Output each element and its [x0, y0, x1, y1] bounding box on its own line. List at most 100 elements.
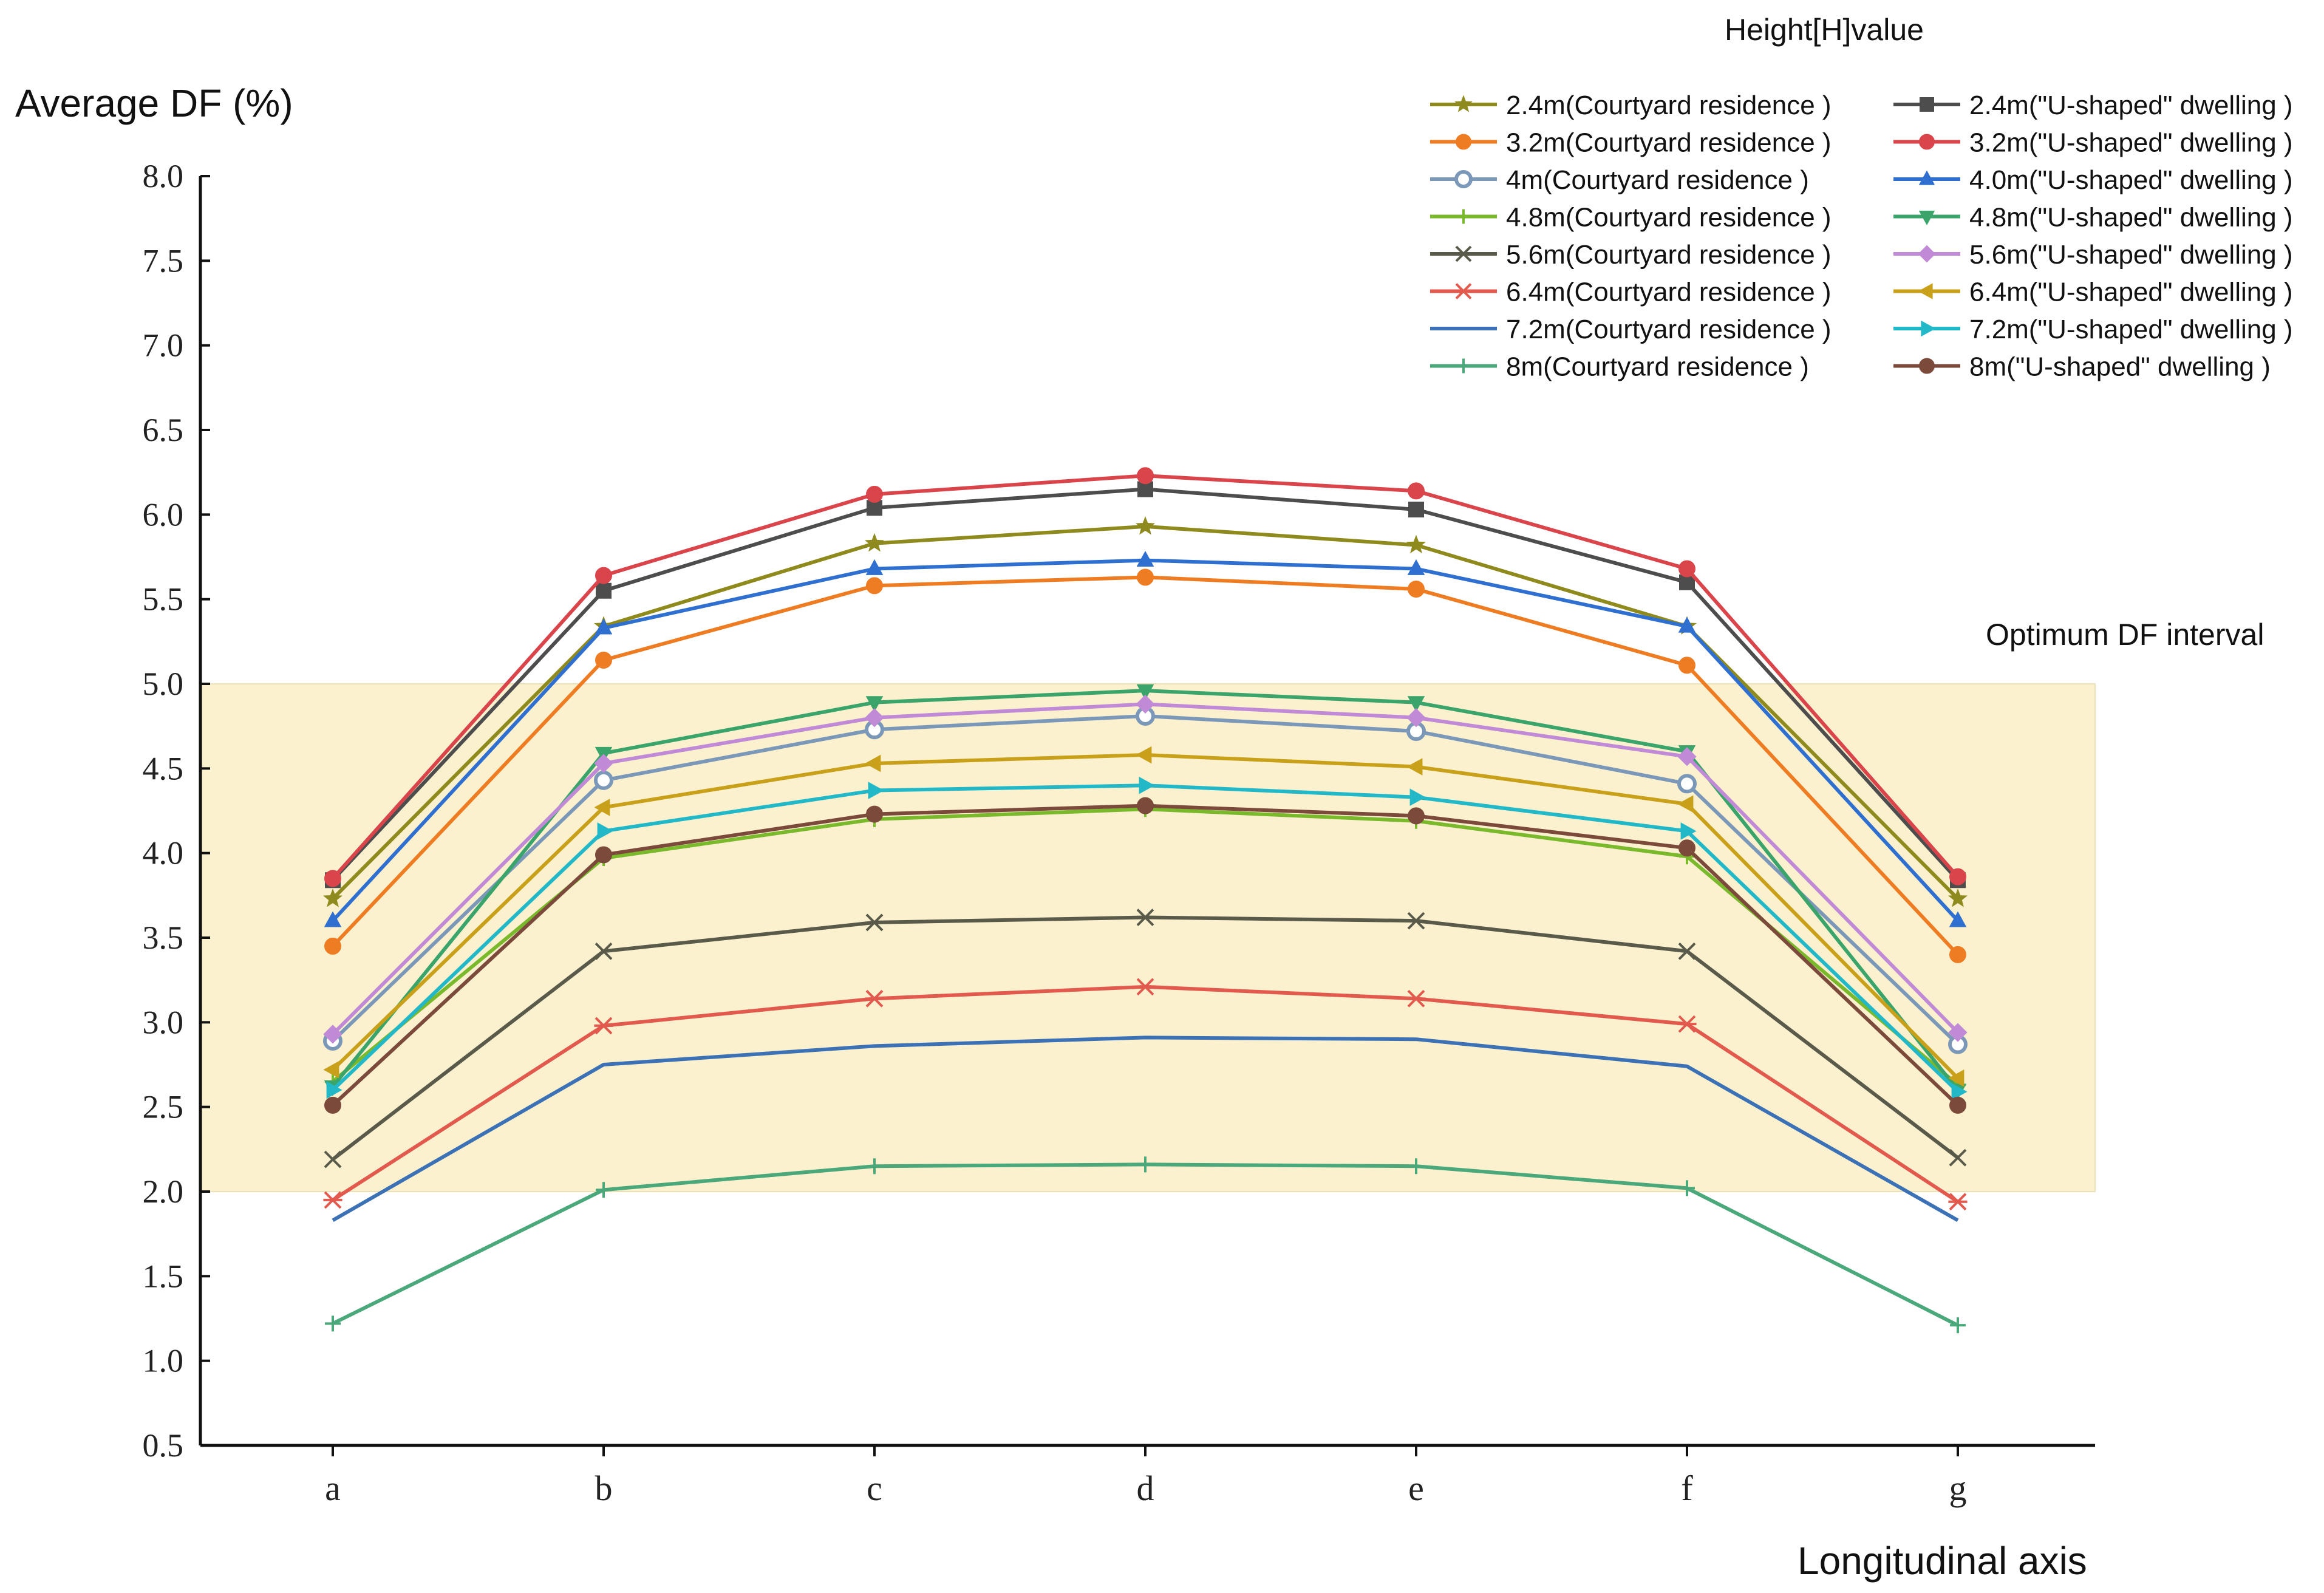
data-point-marker: [1456, 134, 1471, 150]
data-point-marker: [323, 1061, 339, 1079]
data-point-marker: [865, 989, 884, 1008]
legend-label: 4.8m(Courtyard residence ): [1506, 203, 1832, 233]
data-point-marker: [1678, 657, 1695, 674]
legend-label: 6.4m(Courtyard residence ): [1506, 278, 1832, 307]
data-point-marker: [1456, 209, 1471, 224]
data-point-marker: [596, 1182, 612, 1198]
data-point-marker: [1408, 807, 1425, 825]
y-axis-ticks: 0.5 1.0 1.5 2.0 2.5 3.0 3.5 4.0 4.5 5.0 5.5 6.0 6.5 7…: [143, 158, 210, 1464]
legend-label: 2.4m(Courtyard residence ): [1506, 90, 1832, 120]
data-point-marker: [1455, 245, 1472, 262]
data-point-marker: [1918, 245, 1936, 263]
legend-label: 4m(Courtyard residence ): [1506, 165, 1809, 195]
data-point-marker: [1948, 1069, 1964, 1087]
data-point-marker: [324, 911, 342, 927]
data-point-marker: [326, 1081, 342, 1099]
legend: 2.4m(Courtyard residence ) 3.2m(Courtyard…: [1430, 90, 2293, 382]
data-point-marker: [1950, 1317, 1966, 1334]
data-point-marker: [323, 1025, 342, 1044]
legend-label: 3.2m(Courtyard residence ): [1506, 128, 1832, 158]
data-point-marker: [1406, 989, 1426, 1008]
data-point-marker: [866, 485, 883, 503]
legend-label: 5.6m(Courtyard residence ): [1506, 240, 1832, 270]
legend-item: 4.8m(Courtyard residence ): [1430, 203, 1832, 233]
legend-label: 7.2m(Courtyard residence ): [1506, 315, 1832, 344]
y-tick-label: 1.5: [143, 1258, 184, 1294]
legend-item: 7.2m(Courtyard residence ): [1430, 315, 1832, 344]
y-tick-label: 5.0: [143, 666, 184, 702]
legend-item: 7.2m("U-shaped" dwelling ): [1893, 315, 2293, 344]
y-tick-label: 6.0: [143, 496, 184, 533]
y-tick-label: 4.5: [143, 750, 184, 786]
data-point-marker: [867, 1158, 882, 1175]
series-2: [324, 568, 1966, 963]
data-point-marker: [1137, 568, 1154, 586]
x-tick-label: g: [1949, 1468, 1967, 1508]
data-point-marker: [595, 618, 613, 635]
data-point-marker: [1948, 1193, 1968, 1211]
legend-label: 6.4m("U-shaped" dwelling ): [1969, 278, 2293, 307]
legend-label: 8m(Courtyard residence ): [1506, 352, 1809, 382]
data-point-marker: [868, 782, 884, 799]
data-point-marker: [1135, 516, 1156, 535]
data-point-marker: [1407, 912, 1425, 930]
data-point-marker: [864, 533, 885, 552]
x-tick-label: d: [1137, 1468, 1154, 1508]
y-tick-label: 7.5: [143, 242, 184, 279]
data-point-marker: [1677, 774, 1697, 794]
x-tick-label: f: [1681, 1468, 1693, 1508]
data-point-marker: [324, 1150, 342, 1168]
data-point-marker: [1921, 320, 1936, 337]
data-point-marker: [1407, 696, 1425, 712]
data-point-marker: [596, 582, 612, 599]
legend-item: 5.6m(Courtyard residence ): [1430, 240, 1832, 270]
data-point-marker: [594, 799, 610, 816]
legend-label: 8m("U-shaped" dwelling ): [1969, 352, 2271, 382]
series-13: [323, 694, 1968, 1044]
data-point-marker: [1136, 694, 1155, 714]
y-tick-label: 2.0: [143, 1173, 184, 1210]
series-5: [324, 909, 1967, 1168]
data-point-marker: [1454, 95, 1473, 112]
data-point-marker: [595, 567, 612, 584]
data-point-marker: [1678, 616, 1696, 633]
series-6: [323, 978, 1968, 1211]
y-tick-label: 7.0: [143, 327, 184, 364]
y-tick-label: 8.0: [143, 158, 184, 194]
data-point-marker: [1919, 358, 1935, 374]
data-point-marker: [1136, 746, 1152, 764]
data-point-marker: [324, 937, 341, 955]
data-point-marker: [1137, 1156, 1153, 1173]
data-point-marker: [866, 805, 883, 823]
data-point-marker: [1951, 1083, 1968, 1100]
legend-label: 5.6m("U-shaped" dwelling ): [1969, 240, 2293, 270]
data-point-marker: [1949, 1096, 1966, 1114]
legend-item: 3.2m(Courtyard residence ): [1430, 128, 1832, 158]
optimum-band-label: Optimum DF interval: [1986, 618, 2264, 652]
data-point-marker: [865, 696, 884, 712]
data-point-marker: [325, 1315, 341, 1332]
data-point-marker: [1918, 170, 1935, 185]
data-point-marker: [1406, 708, 1426, 728]
data-point-marker: [1454, 283, 1473, 299]
data-point-marker: [1947, 889, 1968, 907]
data-point-marker: [1949, 868, 1966, 885]
data-point-marker: [1677, 795, 1694, 813]
data-point-marker: [1949, 911, 1967, 927]
y-tick-label: 6.5: [143, 412, 184, 448]
data-point-marker: [1137, 797, 1154, 814]
legend-item: 6.4m("U-shaped" dwelling ): [1893, 278, 2293, 307]
data-point-marker: [1949, 946, 1966, 963]
data-point-marker: [1949, 1148, 1967, 1167]
data-point-marker: [1679, 1180, 1695, 1196]
data-point-marker: [1407, 559, 1425, 575]
series-16: [324, 797, 1966, 1114]
data-point-marker: [1680, 822, 1697, 840]
data-point-marker: [1136, 684, 1154, 700]
legend-item: 8m(Courtyard residence ): [1430, 352, 1809, 382]
series-lines: [322, 467, 1968, 1334]
series-14: [323, 746, 1964, 1087]
legend-item: 2.4m("U-shaped" dwelling ): [1893, 90, 2293, 120]
